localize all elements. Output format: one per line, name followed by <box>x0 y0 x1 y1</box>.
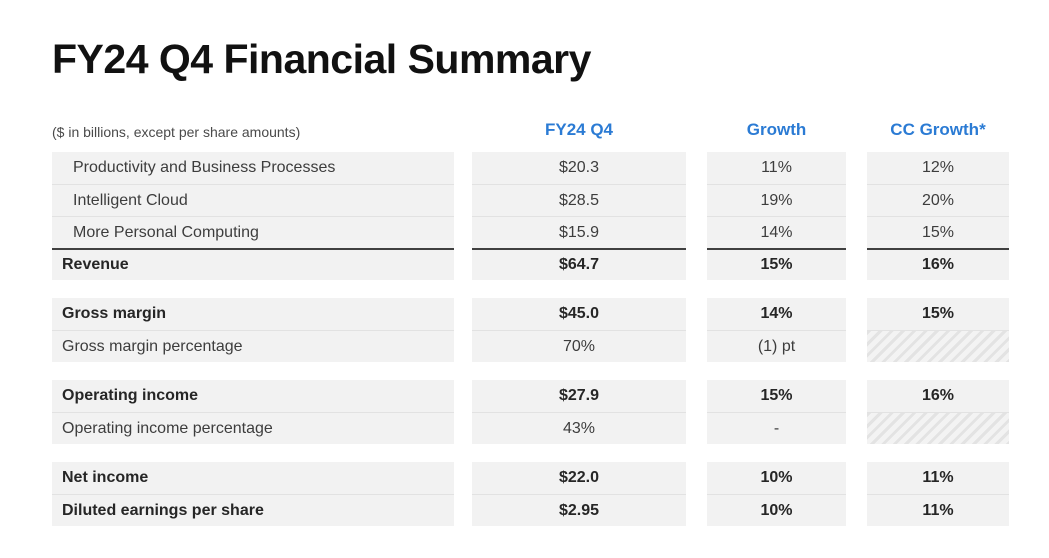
table-row: Gross margin percentage 70% (1) pt <box>52 330 1009 362</box>
growth-cell: (1) pt <box>707 330 846 362</box>
column-header-fy24-q4: FY24 Q4 <box>544 120 614 139</box>
growth-cell: 15% <box>707 380 846 412</box>
row-label-cell: More Personal Computing <box>52 216 454 248</box>
value-cell: $2.95 <box>472 494 686 526</box>
growth-cell: 10% <box>707 494 846 526</box>
growth-cell: 15% <box>707 248 846 280</box>
value-cell: $22.0 <box>472 462 686 494</box>
financial-table: Productivity and Business Processes $20.3… <box>52 152 1009 526</box>
row-label-cell: Diluted earnings per share <box>52 494 454 526</box>
growth-cell: - <box>707 412 846 444</box>
value-cell: $64.7 <box>472 248 686 280</box>
cc-growth-cell: 16% <box>867 380 1009 412</box>
table-header-row: ($ in billions, except per share amounts… <box>52 116 1009 140</box>
growth-cell: 10% <box>707 462 846 494</box>
row-label-cell: Gross margin percentage <box>52 330 454 362</box>
cc-growth-cell: 12% <box>867 152 1009 184</box>
row-label-cell: Operating income percentage <box>52 412 454 444</box>
table-row: Productivity and Business Processes $20.3… <box>52 152 1009 184</box>
row-label-cell: Productivity and Business Processes <box>52 152 454 184</box>
units-note: ($ in billions, except per share amounts… <box>52 124 301 140</box>
table-section: Net income $22.0 10% 11% Diluted earnings pe… <box>52 462 1009 526</box>
value-cell: 43% <box>472 412 686 444</box>
cc-growth-cell: 20% <box>867 184 1009 216</box>
table-row: More Personal Computing $15.9 14% 15% <box>52 216 1009 248</box>
table-row: Intelligent Cloud $28.5 19% 20% <box>52 184 1009 216</box>
value-cell: $45.0 <box>472 298 686 330</box>
table-row: Gross margin $45.0 14% 15% <box>52 298 1009 330</box>
growth-cell: 11% <box>707 152 846 184</box>
cc-growth-cell: 16% <box>867 248 1009 280</box>
cc-growth-cell <box>867 412 1009 444</box>
row-label-cell: Revenue <box>52 248 454 280</box>
page-title: FY24 Q4 Financial Summary <box>52 36 591 82</box>
value-cell: $15.9 <box>472 216 686 248</box>
value-cell: 70% <box>472 330 686 362</box>
value-cell: $28.5 <box>472 184 686 216</box>
table-row: Operating income $27.9 15% 16% <box>52 380 1009 412</box>
growth-cell: 14% <box>707 216 846 248</box>
row-label-cell: Gross margin <box>52 298 454 330</box>
row-label-cell: Operating income <box>52 380 454 412</box>
table-section: Productivity and Business Processes $20.3… <box>52 152 1009 280</box>
growth-cell: 19% <box>707 184 846 216</box>
financial-summary-slide: FY24 Q4 Financial Summary ($ in billions… <box>52 0 1009 544</box>
row-label-cell: Intelligent Cloud <box>52 184 454 216</box>
column-header-growth: Growth <box>746 120 807 139</box>
growth-cell: 14% <box>707 298 846 330</box>
cc-growth-cell <box>867 330 1009 362</box>
table-section: Operating income $27.9 15% 16% Operating inc… <box>52 380 1009 444</box>
cc-growth-cell: 15% <box>867 298 1009 330</box>
column-header-cc-growth: CC Growth* <box>890 120 986 139</box>
table-row: Operating income percentage 43% - <box>52 412 1009 444</box>
value-cell: $27.9 <box>472 380 686 412</box>
table-row: Diluted earnings per share $2.95 10% 11% <box>52 494 1009 526</box>
table-row: Net income $22.0 10% 11% <box>52 462 1009 494</box>
cc-growth-cell: 15% <box>867 216 1009 248</box>
cc-growth-cell: 11% <box>867 462 1009 494</box>
row-label-cell: Net income <box>52 462 454 494</box>
value-cell: $20.3 <box>472 152 686 184</box>
table-section: Gross margin $45.0 14% 15% Gross margin perc… <box>52 298 1009 362</box>
cc-growth-cell: 11% <box>867 494 1009 526</box>
table-row: Revenue $64.7 15% 16% <box>52 248 1009 280</box>
